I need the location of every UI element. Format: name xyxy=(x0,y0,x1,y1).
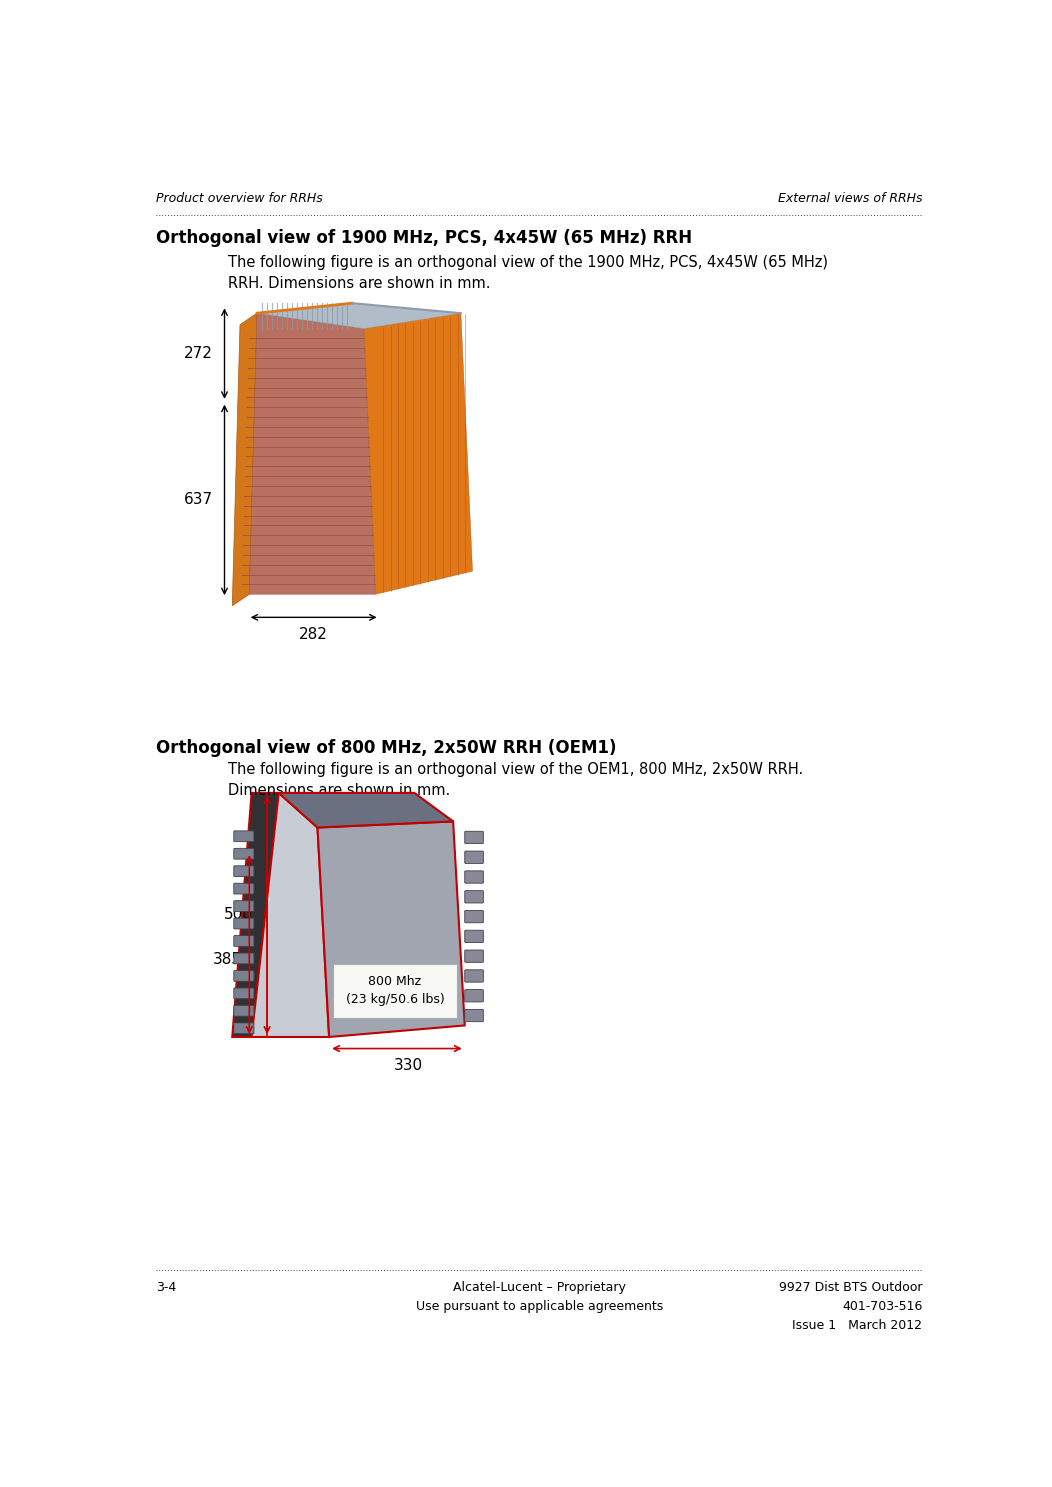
Polygon shape xyxy=(279,793,453,828)
Text: 330: 330 xyxy=(394,1057,423,1072)
FancyBboxPatch shape xyxy=(234,831,254,842)
Text: Product overview for RRHs: Product overview for RRHs xyxy=(156,192,323,205)
FancyBboxPatch shape xyxy=(465,1010,483,1022)
FancyBboxPatch shape xyxy=(234,883,254,894)
FancyBboxPatch shape xyxy=(234,901,254,912)
FancyBboxPatch shape xyxy=(234,1005,254,1016)
Text: Alcatel-Lucent – Proprietary
Use pursuant to applicable agreements: Alcatel-Lucent – Proprietary Use pursuan… xyxy=(416,1282,663,1313)
FancyBboxPatch shape xyxy=(234,987,254,999)
Text: Orthogonal view of 800 MHz, 2x50W RRH (OEM1): Orthogonal view of 800 MHz, 2x50W RRH (O… xyxy=(156,739,616,757)
FancyBboxPatch shape xyxy=(465,891,483,903)
FancyBboxPatch shape xyxy=(465,851,483,864)
Text: Orthogonal view of 1900 MHz, PCS, 4x45W (65 MHz) RRH: Orthogonal view of 1900 MHz, PCS, 4x45W … xyxy=(156,229,692,247)
Text: The following figure is an orthogonal view of the OEM1, 800 MHz, 2x50W RRH.
Dime: The following figure is an orthogonal vi… xyxy=(227,763,803,799)
Polygon shape xyxy=(257,303,461,329)
Polygon shape xyxy=(249,314,376,595)
Bar xyxy=(333,964,457,1017)
Text: 272: 272 xyxy=(184,346,213,361)
FancyBboxPatch shape xyxy=(465,910,483,923)
FancyBboxPatch shape xyxy=(234,865,254,876)
FancyBboxPatch shape xyxy=(234,953,254,964)
Text: 800 Mhz
(23 kg/50.6 lbs): 800 Mhz (23 kg/50.6 lbs) xyxy=(346,975,444,1007)
FancyBboxPatch shape xyxy=(465,970,483,981)
FancyBboxPatch shape xyxy=(465,871,483,883)
Text: 637: 637 xyxy=(184,492,213,507)
FancyBboxPatch shape xyxy=(234,849,254,859)
FancyBboxPatch shape xyxy=(465,831,483,843)
FancyBboxPatch shape xyxy=(465,950,483,962)
FancyBboxPatch shape xyxy=(465,989,483,1002)
Text: 282: 282 xyxy=(299,626,328,641)
Text: External views of RRHs: External views of RRHs xyxy=(777,192,923,205)
Text: The following figure is an orthogonal view of the 1900 MHz, PCS, 4x45W (65 MHz)
: The following figure is an orthogonal vi… xyxy=(227,256,828,291)
FancyBboxPatch shape xyxy=(234,1023,254,1033)
FancyBboxPatch shape xyxy=(234,971,254,981)
FancyBboxPatch shape xyxy=(465,931,483,943)
FancyBboxPatch shape xyxy=(234,935,254,946)
Text: 385: 385 xyxy=(213,952,242,967)
Polygon shape xyxy=(251,793,329,1036)
Text: 9927 Dist BTS Outdoor
401-703-516
Issue 1   March 2012: 9927 Dist BTS Outdoor 401-703-516 Issue … xyxy=(778,1282,923,1332)
Polygon shape xyxy=(364,314,472,595)
Text: 3-4: 3-4 xyxy=(156,1282,176,1294)
Polygon shape xyxy=(318,821,465,1036)
Polygon shape xyxy=(232,314,257,605)
Polygon shape xyxy=(232,793,279,1036)
Text: 500: 500 xyxy=(224,907,254,922)
FancyBboxPatch shape xyxy=(234,917,254,929)
